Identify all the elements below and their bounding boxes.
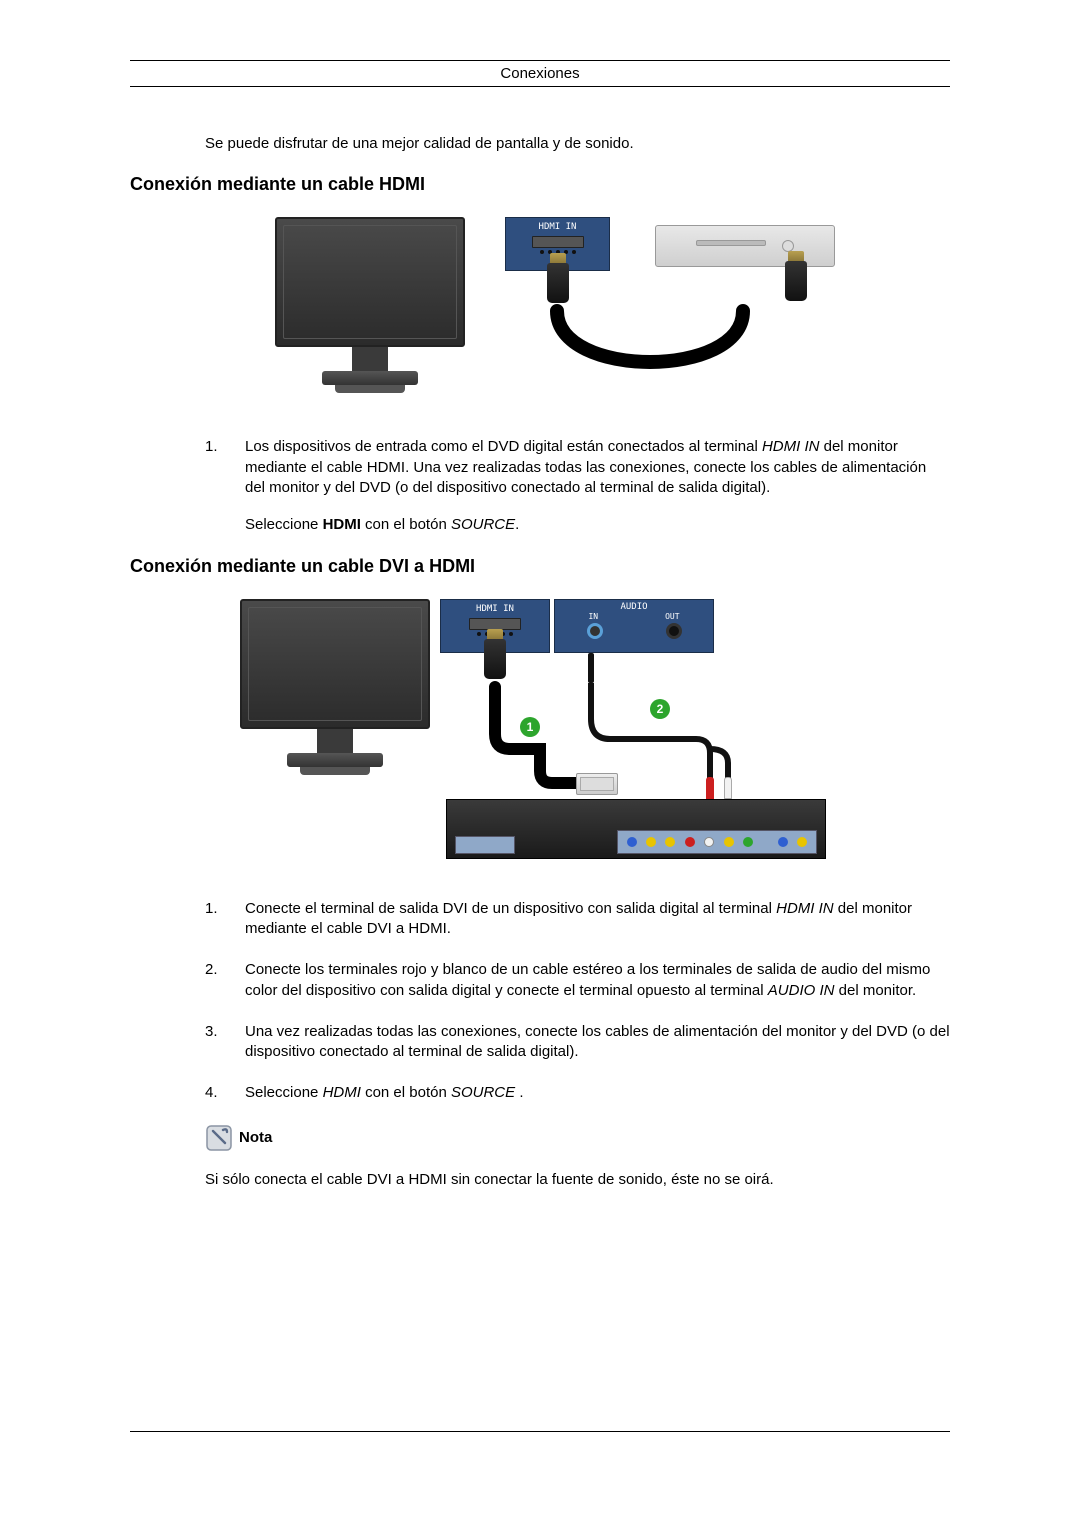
footer-rule bbox=[130, 1431, 950, 1432]
rca-white-plug-icon bbox=[724, 777, 732, 799]
rca-red-plug-icon bbox=[706, 777, 714, 799]
nota-heading: Nota bbox=[205, 1124, 950, 1152]
list-item: Conecte el terminal de salida DVI de un … bbox=[205, 899, 950, 940]
section2-list: Conecte el terminal de salida DVI de un … bbox=[205, 899, 950, 1104]
monitor-back-icon bbox=[275, 217, 465, 397]
list-item: Una vez realizadas todas las conexiones,… bbox=[205, 1022, 950, 1063]
note-icon bbox=[205, 1124, 233, 1152]
hdmi-plug-right-icon bbox=[785, 261, 807, 301]
figure-hdmi: HDMI IN bbox=[130, 217, 950, 397]
list-item: Conecte los terminales rojo y blanco de … bbox=[205, 960, 950, 1001]
hdmi-in-label: HDMI IN bbox=[506, 218, 609, 232]
hdmi-cable-icon bbox=[545, 299, 755, 419]
section2-heading: Conexión mediante un cable DVI a HDMI bbox=[130, 556, 950, 577]
intro-text: Se puede disfrutar de una mejor calidad … bbox=[205, 135, 950, 152]
section1-list: Los dispositivos de entrada como el DVD … bbox=[205, 437, 950, 536]
section1-heading: Conexión mediante un cable HDMI bbox=[130, 174, 950, 195]
page-header-title: Conexiones bbox=[500, 65, 579, 82]
hdmi-plug-left-icon bbox=[547, 263, 569, 303]
nota-text: Si sólo conecta el cable DVI a HDMI sin … bbox=[205, 1170, 950, 1191]
dvd-player-icon bbox=[655, 225, 835, 267]
av-receiver-icon bbox=[446, 799, 826, 859]
dvi-plug-icon bbox=[576, 773, 618, 795]
figure-dvi-hdmi: HDMI IN AUDIO INOUT 1 2 bbox=[130, 599, 950, 859]
nota-label: Nota bbox=[239, 1129, 272, 1146]
list-item: Los dispositivos de entrada como el DVD … bbox=[205, 437, 950, 536]
monitor-back-icon bbox=[240, 599, 430, 779]
page-header: Conexiones bbox=[130, 60, 950, 87]
list-item: Seleccione HDMI con el botón SOURCE . bbox=[205, 1083, 950, 1104]
